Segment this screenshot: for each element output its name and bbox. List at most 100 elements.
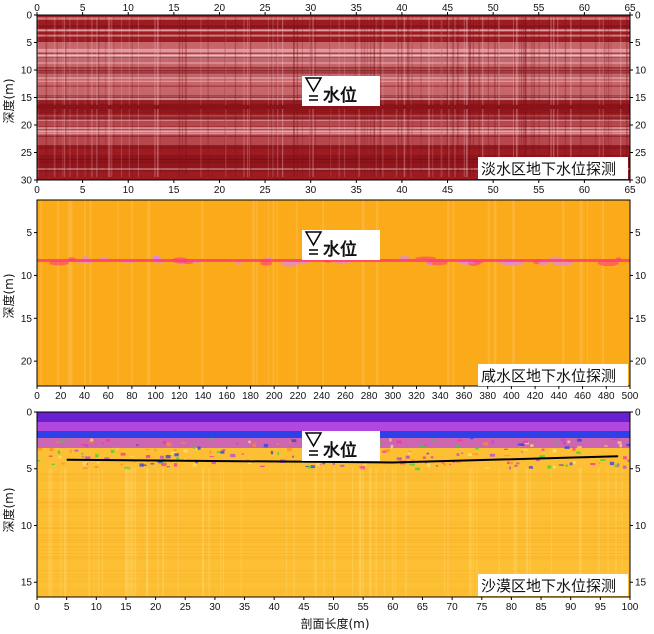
y-tick-label-saline: 10 <box>21 271 33 282</box>
y-tick-label-right-saline: 20 <box>635 357 647 368</box>
x-tick-label-top-fresh: 35 <box>351 3 363 14</box>
water-level-marker-fresh: 水位 <box>302 76 380 106</box>
x-tick-label-desert: 25 <box>180 602 192 613</box>
x-tick-label-top-fresh: 50 <box>488 3 500 14</box>
x-tick-label-saline: 140 <box>195 391 212 402</box>
water-level-triangle-icon <box>304 231 323 247</box>
x-tick-label-fresh: 25 <box>260 185 272 196</box>
y-tick-label-right-saline: 15 <box>635 314 647 325</box>
caption-saline: 咸水区地下水位探测 <box>478 364 628 386</box>
x-tick-label-fresh: 15 <box>168 185 180 196</box>
x-tick-label-desert: 50 <box>328 602 340 613</box>
y-tick-label-right-fresh: 25 <box>635 148 647 159</box>
x-tick-label-fresh: 30 <box>305 185 317 196</box>
panel-saline: 0 20 40 60 80 100 120 140 160 180 200 220 240 260 280 3… <box>1 199 647 402</box>
x-tick-label-desert: 100 <box>622 602 639 613</box>
x-tick-label-fresh: 65 <box>624 185 636 196</box>
x-tick-label-saline: 320 <box>408 391 425 402</box>
y-tick-label-right-desert: 5 <box>635 464 641 475</box>
x-tick-label-saline: 100 <box>147 391 164 402</box>
y-tick-label-fresh: 25 <box>21 148 33 159</box>
y-tick-label-saline: 15 <box>21 314 33 325</box>
radargram-saline <box>37 200 630 386</box>
y-tick-label-fresh: 5 <box>26 38 32 49</box>
x-tick-label-saline: 440 <box>550 391 567 402</box>
x-tick-label-top-fresh: 10 <box>123 3 135 14</box>
water-level-label-desert: 水位 <box>323 440 357 461</box>
y-tick-label-right-fresh: 5 <box>635 38 641 49</box>
x-tick-label-top-fresh: 60 <box>579 3 591 14</box>
x-tick-label-fresh: 60 <box>579 185 591 196</box>
y-tick-label-right-desert: 10 <box>635 521 647 532</box>
water-level-marker-desert: 水位 <box>302 431 380 461</box>
water-level-triangle-icon <box>304 432 323 448</box>
x-tick-label-saline: 240 <box>313 391 330 402</box>
y-tick-label-right-fresh: 15 <box>635 93 647 104</box>
y-tick-label-fresh: 15 <box>21 93 33 104</box>
x-tick-label-saline: 360 <box>456 391 473 402</box>
x-tick-label-desert: 65 <box>417 602 429 613</box>
x-tick-label-fresh: 35 <box>351 185 363 196</box>
ylabel-saline: 深度(m) <box>1 273 16 318</box>
x-tick-label-desert: 0 <box>34 602 40 613</box>
y-tick-label-desert: 0 <box>26 408 32 419</box>
x-tick-label-desert: 20 <box>150 602 162 613</box>
x-tick-label-saline: 460 <box>574 391 591 402</box>
x-tick-label-desert: 80 <box>506 602 518 613</box>
water-level-label-fresh: 水位 <box>323 85 357 106</box>
svg-text:咸水区地下水位探测: 咸水区地下水位探测 <box>481 367 616 385</box>
x-tick-label-top-fresh: 25 <box>260 3 272 14</box>
x-tick-label-desert: 40 <box>269 602 281 613</box>
x-tick-label-fresh: 0 <box>34 185 40 196</box>
x-tick-label-desert: 5 <box>64 602 70 613</box>
x-tick-label-saline: 340 <box>432 391 449 402</box>
ylabel-fresh: 深度(m) <box>1 78 16 123</box>
x-tick-label-desert: 45 <box>298 602 310 613</box>
x-tick-label-fresh: 20 <box>214 185 226 196</box>
x-tick-label-saline: 220 <box>290 391 307 402</box>
x-tick-label-fresh: 55 <box>533 185 545 196</box>
x-tick-label-desert: 70 <box>447 602 459 613</box>
x-tick-label-fresh: 10 <box>123 185 135 196</box>
y-tick-label-fresh: 10 <box>21 66 33 77</box>
water-level-triangle-icon <box>304 77 323 93</box>
x-tick-label-saline: 420 <box>527 391 544 402</box>
x-tick-label-fresh: 5 <box>80 185 86 196</box>
x-tick-label-top-fresh: 45 <box>442 3 454 14</box>
y-tick-label-saline: 5 <box>26 228 32 239</box>
x-tick-label-desert: 75 <box>476 602 488 613</box>
x-tick-label-saline: 400 <box>503 391 520 402</box>
y-tick-label-right-saline: 10 <box>635 271 647 282</box>
water-level-line-desert <box>66 455 619 464</box>
svg-text:沙漠区地下水位探测: 沙漠区地下水位探测 <box>481 577 616 595</box>
x-tick-label-saline: 180 <box>242 391 259 402</box>
y-tick-label-desert: 10 <box>21 521 33 532</box>
y-tick-label-right-fresh: 10 <box>635 66 647 77</box>
y-tick-label-right-desert: 0 <box>635 408 641 419</box>
caption-desert: 沙漠区地下水位探测 <box>478 574 628 596</box>
x-tick-label-desert: 35 <box>239 602 251 613</box>
x-tick-label-saline: 200 <box>266 391 283 402</box>
x-tick-label-fresh: 45 <box>442 185 454 196</box>
x-tick-label-top-fresh: 40 <box>396 3 408 14</box>
y-tick-label-right-fresh: 30 <box>635 176 647 187</box>
x-tick-label-desert: 60 <box>387 602 399 613</box>
ylabel-desert: 深度(m) <box>1 487 16 532</box>
x-tick-label-saline: 20 <box>55 391 67 402</box>
y-tick-label-right-desert: 15 <box>635 578 647 589</box>
y-tick-label-right-fresh: 0 <box>635 11 641 22</box>
water-level-marker-saline: 水位 <box>302 230 380 260</box>
x-tick-label-saline: 60 <box>103 391 115 402</box>
caption-fresh: 淡水区地下水位探测 <box>478 157 628 179</box>
x-tick-label-saline: 500 <box>622 391 639 402</box>
y-tick-label-saline: 20 <box>21 357 33 368</box>
x-tick-label-saline: 80 <box>126 391 138 402</box>
x-tick-label-top-fresh: 20 <box>214 3 226 14</box>
x-tick-label-desert: 30 <box>209 602 221 613</box>
y-tick-label-right-fresh: 20 <box>635 121 647 132</box>
y-tick-label-fresh: 30 <box>21 176 33 187</box>
y-tick-label-desert: 5 <box>26 464 32 475</box>
x-tick-label-top-fresh: 0 <box>34 3 40 14</box>
x-tick-label-desert: 55 <box>358 602 370 613</box>
